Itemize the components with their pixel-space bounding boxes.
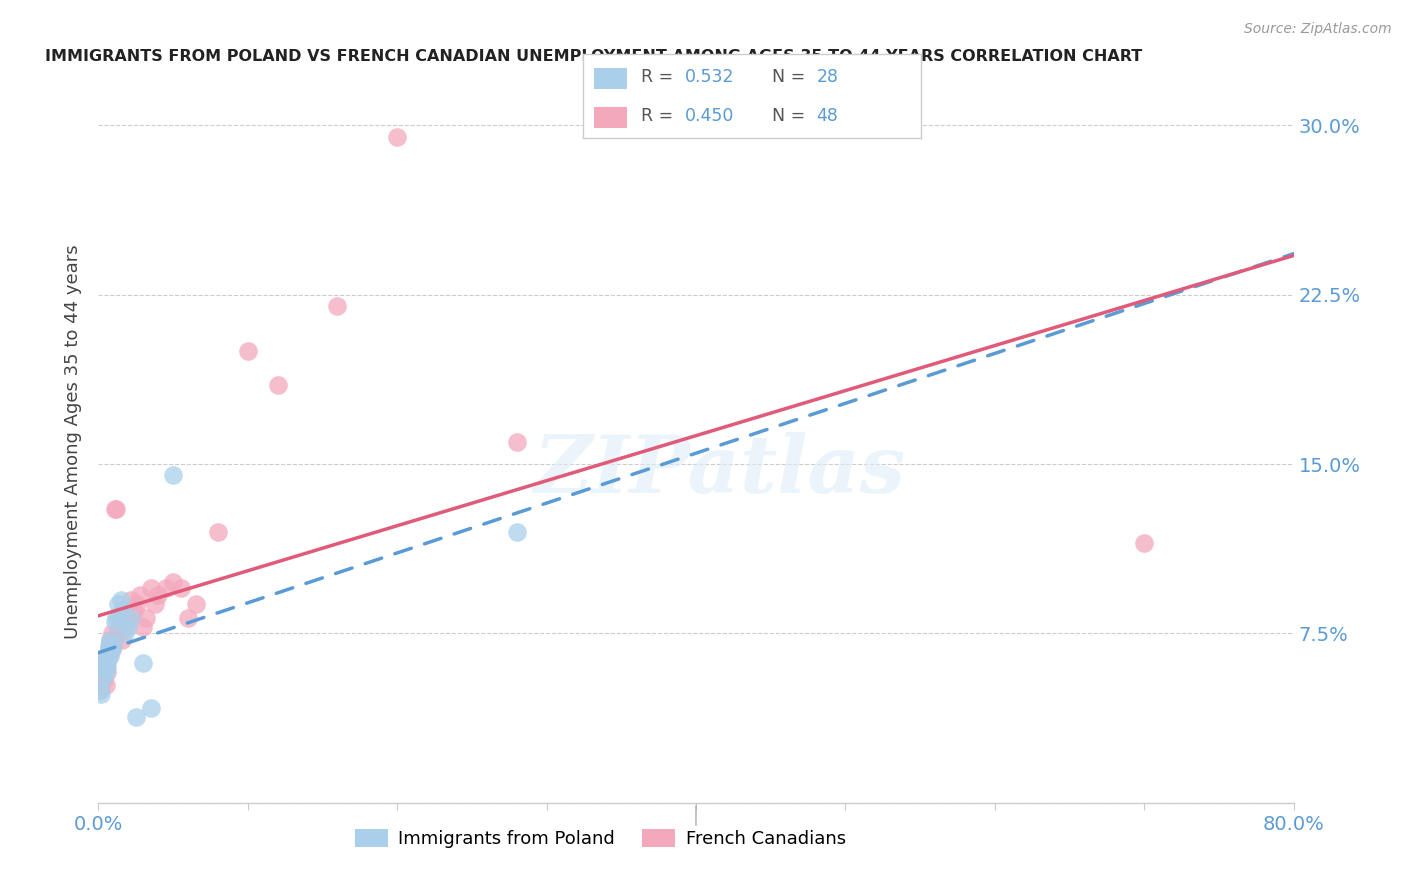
Point: [236, 344, 259, 359]
Point: [91, 660, 114, 674]
Point: [139, 701, 162, 715]
Point: [120, 610, 142, 624]
Point: [162, 574, 184, 589]
Point: [89, 682, 111, 697]
Point: [94, 665, 117, 679]
Point: [125, 710, 148, 724]
Point: [97, 648, 120, 663]
Point: [117, 620, 139, 634]
Point: [101, 626, 124, 640]
Point: [105, 610, 128, 624]
Point: [103, 638, 125, 652]
Point: [104, 502, 127, 516]
Point: [93, 660, 115, 674]
Point: [135, 610, 157, 624]
Point: [97, 642, 120, 657]
Point: [155, 582, 177, 596]
Point: [96, 660, 118, 674]
Point: [111, 604, 134, 618]
Text: R =: R =: [641, 107, 679, 125]
Point: [506, 434, 529, 449]
Point: [94, 678, 117, 692]
Point: [90, 687, 112, 701]
Point: [143, 597, 166, 611]
Point: [96, 654, 118, 668]
Point: [94, 660, 117, 674]
Point: [385, 129, 409, 144]
Point: [97, 642, 120, 657]
FancyBboxPatch shape: [593, 68, 627, 89]
Point: [326, 299, 349, 313]
Point: [148, 588, 170, 602]
Point: [107, 597, 129, 611]
Point: [124, 604, 146, 618]
Point: [132, 656, 155, 670]
Point: [111, 633, 134, 648]
Point: [98, 638, 122, 652]
Point: [207, 524, 229, 539]
Point: [120, 592, 142, 607]
Point: [97, 638, 120, 652]
Text: N =: N =: [772, 107, 811, 125]
Point: [132, 620, 155, 634]
Point: [98, 648, 122, 663]
Point: [105, 502, 128, 516]
Point: [93, 656, 115, 670]
Point: [110, 615, 132, 630]
Point: [162, 468, 184, 483]
Point: [103, 633, 125, 648]
Point: [93, 672, 115, 686]
Point: [103, 638, 125, 652]
Point: [98, 633, 122, 648]
Legend: Immigrants from Poland, French Canadians: Immigrants from Poland, French Canadians: [347, 822, 853, 855]
Point: [94, 648, 117, 663]
Point: [506, 524, 529, 539]
Point: [104, 615, 127, 630]
Point: [98, 633, 122, 648]
Text: 0.450: 0.450: [685, 107, 734, 125]
Point: [91, 665, 114, 679]
Point: [184, 597, 207, 611]
Point: [169, 582, 191, 596]
Point: [177, 610, 200, 624]
Point: [107, 626, 129, 640]
Point: [1133, 536, 1156, 550]
Y-axis label: Unemployment Among Ages 35 to 44 years: Unemployment Among Ages 35 to 44 years: [63, 244, 82, 639]
Text: Source: ZipAtlas.com: Source: ZipAtlas.com: [1244, 22, 1392, 37]
Point: [114, 620, 136, 634]
Point: [129, 588, 152, 602]
Point: [90, 672, 112, 686]
Text: R =: R =: [641, 69, 679, 87]
Text: 48: 48: [817, 107, 838, 125]
Point: [127, 597, 149, 611]
Text: 28: 28: [817, 69, 838, 87]
Point: [139, 582, 162, 596]
Text: 0.532: 0.532: [685, 69, 734, 87]
Text: IMMIGRANTS FROM POLAND VS FRENCH CANADIAN UNEMPLOYMENT AMONG AGES 35 TO 44 YEARS: IMMIGRANTS FROM POLAND VS FRENCH CANADIA…: [45, 49, 1142, 64]
Point: [101, 642, 124, 657]
Point: [117, 610, 139, 624]
Point: [90, 678, 112, 692]
Point: [96, 654, 118, 668]
Point: [89, 682, 111, 697]
FancyBboxPatch shape: [593, 107, 627, 128]
Point: [108, 610, 131, 624]
Point: [267, 378, 290, 392]
Text: ZIPatlas: ZIPatlas: [534, 432, 905, 509]
Point: [93, 654, 115, 668]
Point: [110, 592, 132, 607]
Point: [91, 672, 114, 686]
Text: N =: N =: [772, 69, 811, 87]
Point: [114, 626, 136, 640]
Point: [101, 642, 124, 657]
Point: [96, 665, 118, 679]
